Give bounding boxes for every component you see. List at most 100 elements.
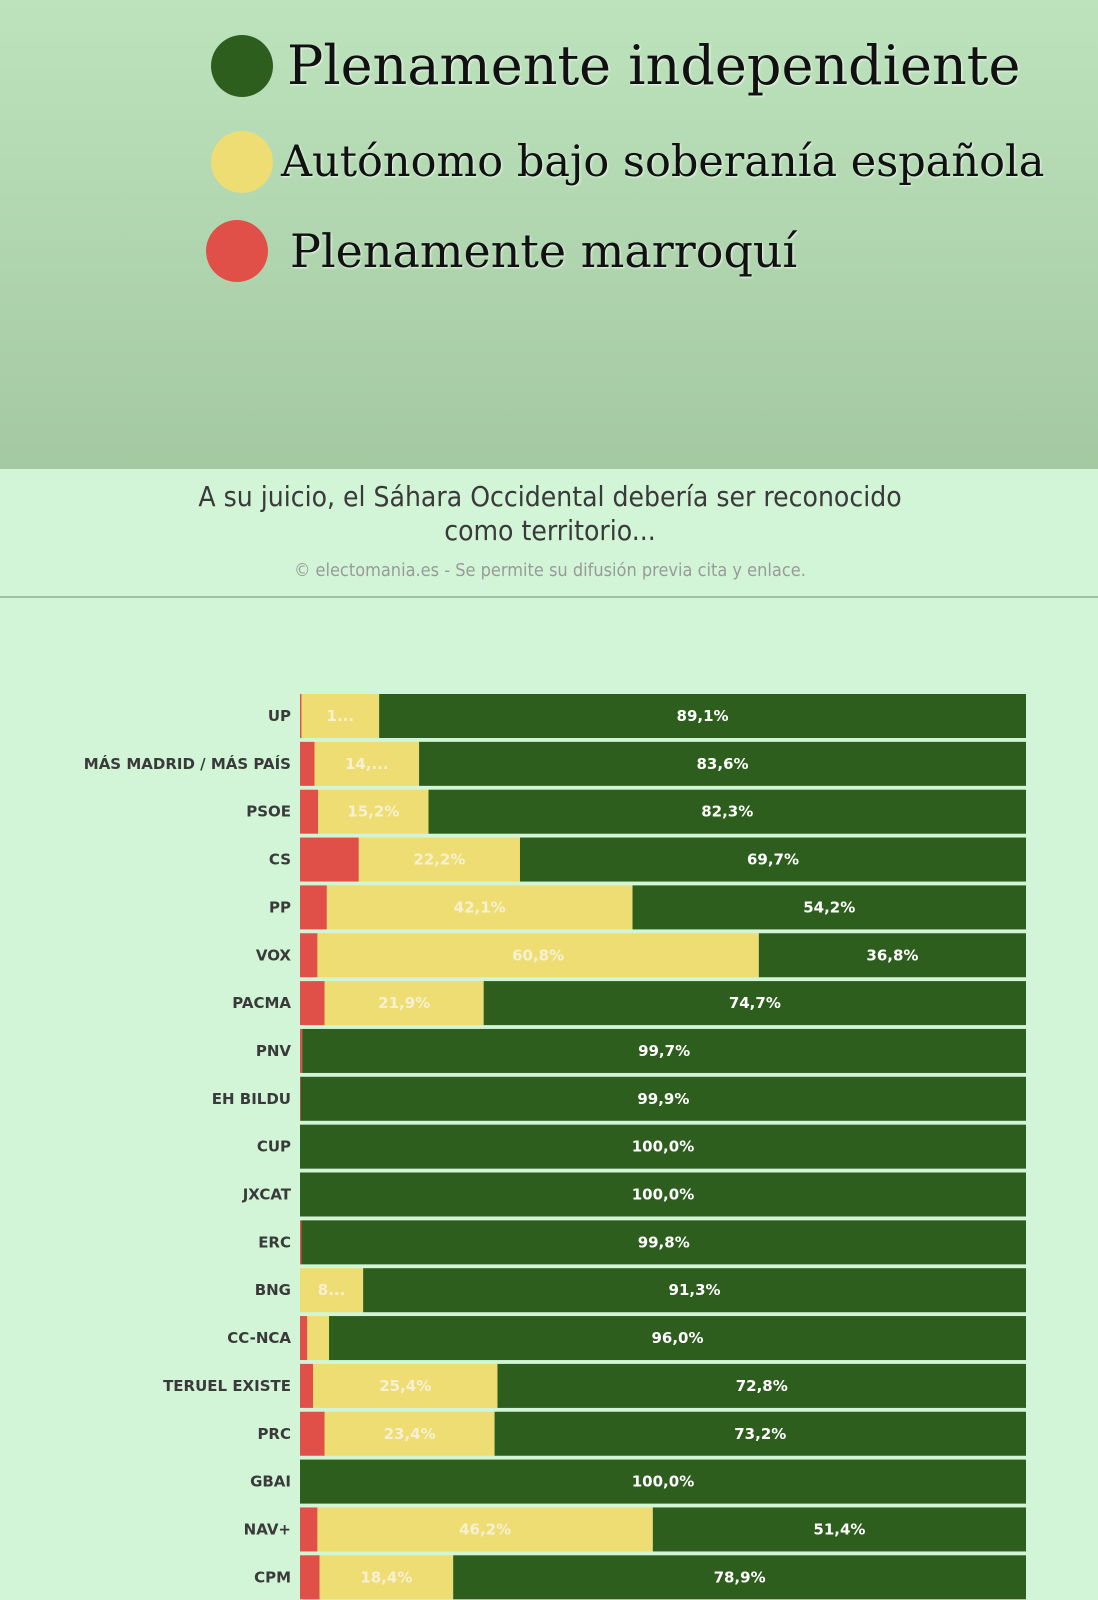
value-label-independiente-bng: 91,3%	[669, 1281, 721, 1299]
bar-independiente-m-s-madrid-m-s-pa-s	[419, 741, 1027, 786]
bar-marroqui-erc	[300, 1220, 302, 1265]
legend-label-autonomo: Autónomo bajo soberanía española	[281, 137, 1045, 187]
category-label-eh-bildu: EH BILDU	[212, 1090, 291, 1108]
bar-independiente-gbai	[300, 1459, 1026, 1504]
legend-label-marroqui: Plenamente marroquí	[290, 224, 798, 278]
chart-title: A su juicio, el Sáhara Occidental deberí…	[198, 480, 902, 547]
value-label-autonomo-nav: 46,2%	[459, 1520, 511, 1538]
bar-independiente-pnv	[302, 1028, 1027, 1073]
bar-autonomo-pp	[326, 885, 633, 930]
category-label-pacma: PACMA	[232, 994, 291, 1012]
value-label-autonomo-teruel-existe: 25,4%	[379, 1377, 431, 1395]
value-label-autonomo-up: 1...	[327, 707, 355, 725]
bar-autonomo-vox	[317, 933, 759, 978]
value-label-independiente-jxcat: 100,0%	[632, 1186, 694, 1204]
category-label-pnv: PNV	[256, 1042, 292, 1060]
category-label-prc: PRC	[257, 1425, 291, 1443]
bar-independiente-cpm	[453, 1555, 1026, 1600]
value-label-independiente-vox: 36,8%	[866, 946, 918, 964]
bar-independiente-bng	[363, 1268, 1026, 1313]
bar-marroqui-nav	[300, 1507, 318, 1552]
bar-autonomo-prc	[324, 1411, 495, 1456]
category-label-bng: BNG	[255, 1281, 291, 1299]
category-label-teruel-existe: TERUEL EXISTE	[163, 1377, 291, 1395]
chart-credit: © electomania.es - Se permite su difusió…	[294, 560, 806, 581]
legend-label-independiente: Plenamente independiente	[287, 34, 1021, 97]
bar-marroqui-teruel-existe	[300, 1363, 314, 1408]
value-label-independiente-m-s-madrid-m-s-pa-s: 83,6%	[697, 755, 749, 773]
bar-independiente-eh-bildu	[300, 1076, 1026, 1121]
bar-autonomo-m-s-madrid-m-s-pa-s	[314, 741, 420, 786]
category-label-jxcat: JXCAT	[242, 1186, 292, 1204]
legend-item-autonomo: Autónomo bajo soberanía española	[211, 131, 1044, 193]
bar-independiente-cc-nca	[329, 1316, 1026, 1361]
bar-independiente-vox	[758, 933, 1026, 978]
category-label-cpm: CPM	[254, 1568, 291, 1586]
value-label-independiente-pnv: 99,7%	[638, 1042, 690, 1060]
value-label-independiente-prc: 73,2%	[734, 1425, 786, 1443]
bar-marroqui-cc-nca	[300, 1316, 308, 1361]
category-label-cs: CS	[269, 851, 291, 869]
category-label-nav: NAV+	[244, 1520, 291, 1538]
category-label-erc: ERC	[258, 1233, 291, 1251]
bar-independiente-cup	[300, 1124, 1026, 1169]
value-label-autonomo-prc: 23,4%	[384, 1425, 436, 1443]
value-label-independiente-up: 89,1%	[677, 707, 729, 725]
bar-marroqui-pacma	[300, 981, 325, 1026]
bar-marroqui-pnv	[300, 1028, 303, 1073]
category-label-gbai: GBAI	[250, 1473, 291, 1491]
bar-marroqui-vox	[300, 933, 318, 978]
legend-item-marroqui: Plenamente marroquí	[206, 220, 797, 282]
bar-marroqui-prc	[300, 1411, 325, 1456]
bar-marroqui-cs	[300, 837, 359, 882]
bar-autonomo-cc-nca	[307, 1316, 330, 1361]
bar-autonomo-cpm	[319, 1555, 454, 1600]
value-label-independiente-psoe: 82,3%	[701, 803, 753, 821]
category-label-pp: PP	[269, 898, 291, 916]
category-label-up: UP	[268, 707, 291, 725]
bar-marroqui-cpm	[300, 1555, 320, 1600]
bar-independiente-nav	[652, 1507, 1026, 1552]
value-label-autonomo-vox: 60,8%	[512, 946, 564, 964]
value-label-autonomo-cpm: 18,4%	[360, 1568, 412, 1586]
bar-autonomo-nav	[317, 1507, 653, 1552]
legend-swatch-marroqui	[206, 220, 268, 282]
bar-marroqui-psoe	[300, 789, 319, 834]
bar-autonomo-pacma	[324, 981, 484, 1026]
bar-independiente-teruel-existe	[497, 1363, 1026, 1408]
legend-swatch-autonomo	[211, 131, 273, 193]
bar-independiente-prc	[494, 1411, 1026, 1456]
bar-marroqui-pp	[300, 885, 327, 930]
bar-marroqui-up	[300, 694, 302, 738]
value-label-independiente-cup: 100,0%	[632, 1138, 694, 1156]
bar-autonomo-up	[301, 694, 380, 738]
bar-independiente-pacma	[483, 981, 1027, 1026]
bar-independiente-up	[379, 694, 1026, 738]
value-label-autonomo-psoe: 15,2%	[347, 803, 399, 821]
bar-independiente-jxcat	[300, 1172, 1026, 1217]
bar-autonomo-psoe	[318, 789, 429, 834]
value-label-independiente-erc: 99,8%	[638, 1233, 690, 1251]
category-label-vox: VOX	[256, 946, 292, 964]
value-label-independiente-cc-nca: 96,0%	[651, 1329, 703, 1347]
bar-independiente-pp	[632, 885, 1026, 930]
bar-independiente-psoe	[428, 789, 1026, 834]
category-label-cup: CUP	[257, 1138, 291, 1156]
legend-swatch-independiente	[211, 34, 273, 97]
value-label-independiente-nav: 51,4%	[813, 1520, 865, 1538]
title-divider	[0, 596, 1098, 598]
value-label-autonomo-m-s-madrid-m-s-pa-s: 14,...	[345, 755, 389, 773]
bar-independiente-erc	[301, 1220, 1026, 1265]
legend-item-independiente: Plenamente independiente	[211, 34, 1020, 97]
category-label-psoe: PSOE	[246, 803, 291, 821]
value-label-independiente-pacma: 74,7%	[729, 994, 781, 1012]
value-label-independiente-pp: 54,2%	[803, 898, 855, 916]
legend-panel: Plenamente independiente Autónomo bajo s…	[0, 0, 1098, 469]
category-label-m-s-madrid-m-s-pa-s: MÁS MADRID / MÁS PAÍS	[84, 754, 291, 773]
value-label-autonomo-bng: 8...	[318, 1281, 346, 1299]
category-label-cc-nca: CC-NCA	[227, 1329, 291, 1347]
value-label-independiente-teruel-existe: 72,8%	[736, 1377, 788, 1395]
value-label-autonomo-pacma: 21,9%	[378, 994, 430, 1012]
value-label-independiente-cs: 69,7%	[747, 851, 799, 869]
